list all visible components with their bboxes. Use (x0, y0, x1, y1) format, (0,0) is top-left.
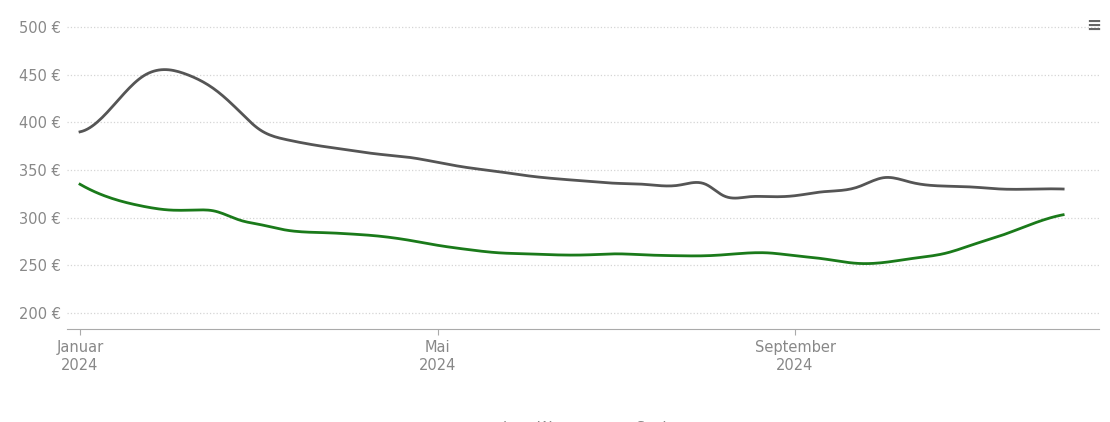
Legend: lose Ware, Sackware: lose Ware, Sackware (453, 416, 713, 422)
Text: ≡: ≡ (1086, 17, 1101, 35)
